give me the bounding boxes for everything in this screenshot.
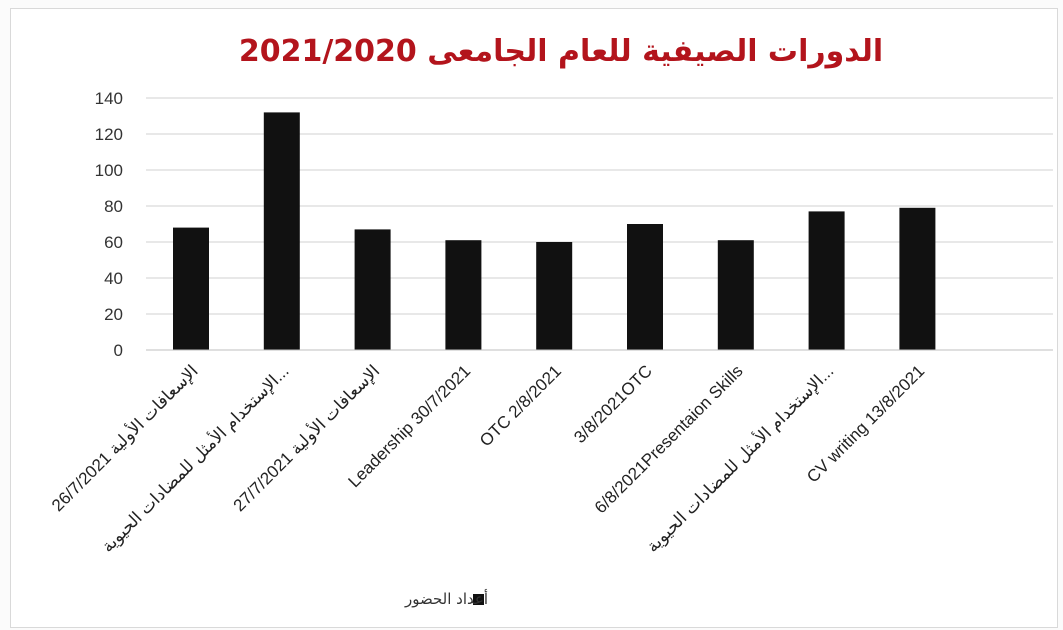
y-tick-label: 60 (104, 233, 123, 252)
bar (899, 207, 936, 350)
chart-title: الدورات الصيفية للعام الجامعى 2021/2020 (239, 34, 883, 69)
y-tick-label: 0 (114, 341, 123, 360)
x-tick-label: OTC 2/8/2021 (476, 361, 565, 450)
y-tick-label: 100 (95, 161, 123, 180)
y-axis-ticks: 0 20 40 60 80 100 120 140 (95, 89, 123, 360)
x-tick-label: الإسعافات الأولية 26/7/2021 (47, 361, 202, 516)
bar (808, 211, 845, 350)
bar (627, 224, 663, 350)
bars (173, 112, 936, 351)
x-tick-label: 3/8/2021OTC (570, 361, 656, 447)
bar (354, 229, 391, 350)
legend-swatch (473, 594, 484, 605)
chart-frame: الدورات الصيفية للعام الجامعى 2021/2020 … (10, 8, 1058, 628)
y-tick-label: 20 (104, 305, 123, 324)
bar (536, 242, 573, 350)
bar-chart: الدورات الصيفية للعام الجامعى 2021/2020 … (47, 34, 1053, 608)
bar (173, 227, 209, 350)
y-tick-label: 80 (104, 197, 123, 216)
legend: أعداد الحضور (404, 589, 488, 608)
y-tick-label: 140 (95, 89, 123, 108)
y-tick-label: 40 (104, 269, 123, 288)
x-tick-label: الإستخدام الأمثل للمضادات الحيوية... (97, 361, 293, 557)
bar (445, 240, 482, 350)
x-tick-label: 6/8/2021Presentaion Skills (591, 361, 747, 517)
y-tick-label: 120 (95, 125, 123, 144)
x-tick-label: الإسعافات الأولية 27/7/2021 (229, 361, 384, 516)
bar (717, 240, 754, 350)
bar (263, 112, 300, 351)
legend-label: أعداد الحضور (404, 589, 488, 608)
x-tick-label: الإستخدام الأمثل للمضادات الحيوية... (642, 361, 838, 557)
